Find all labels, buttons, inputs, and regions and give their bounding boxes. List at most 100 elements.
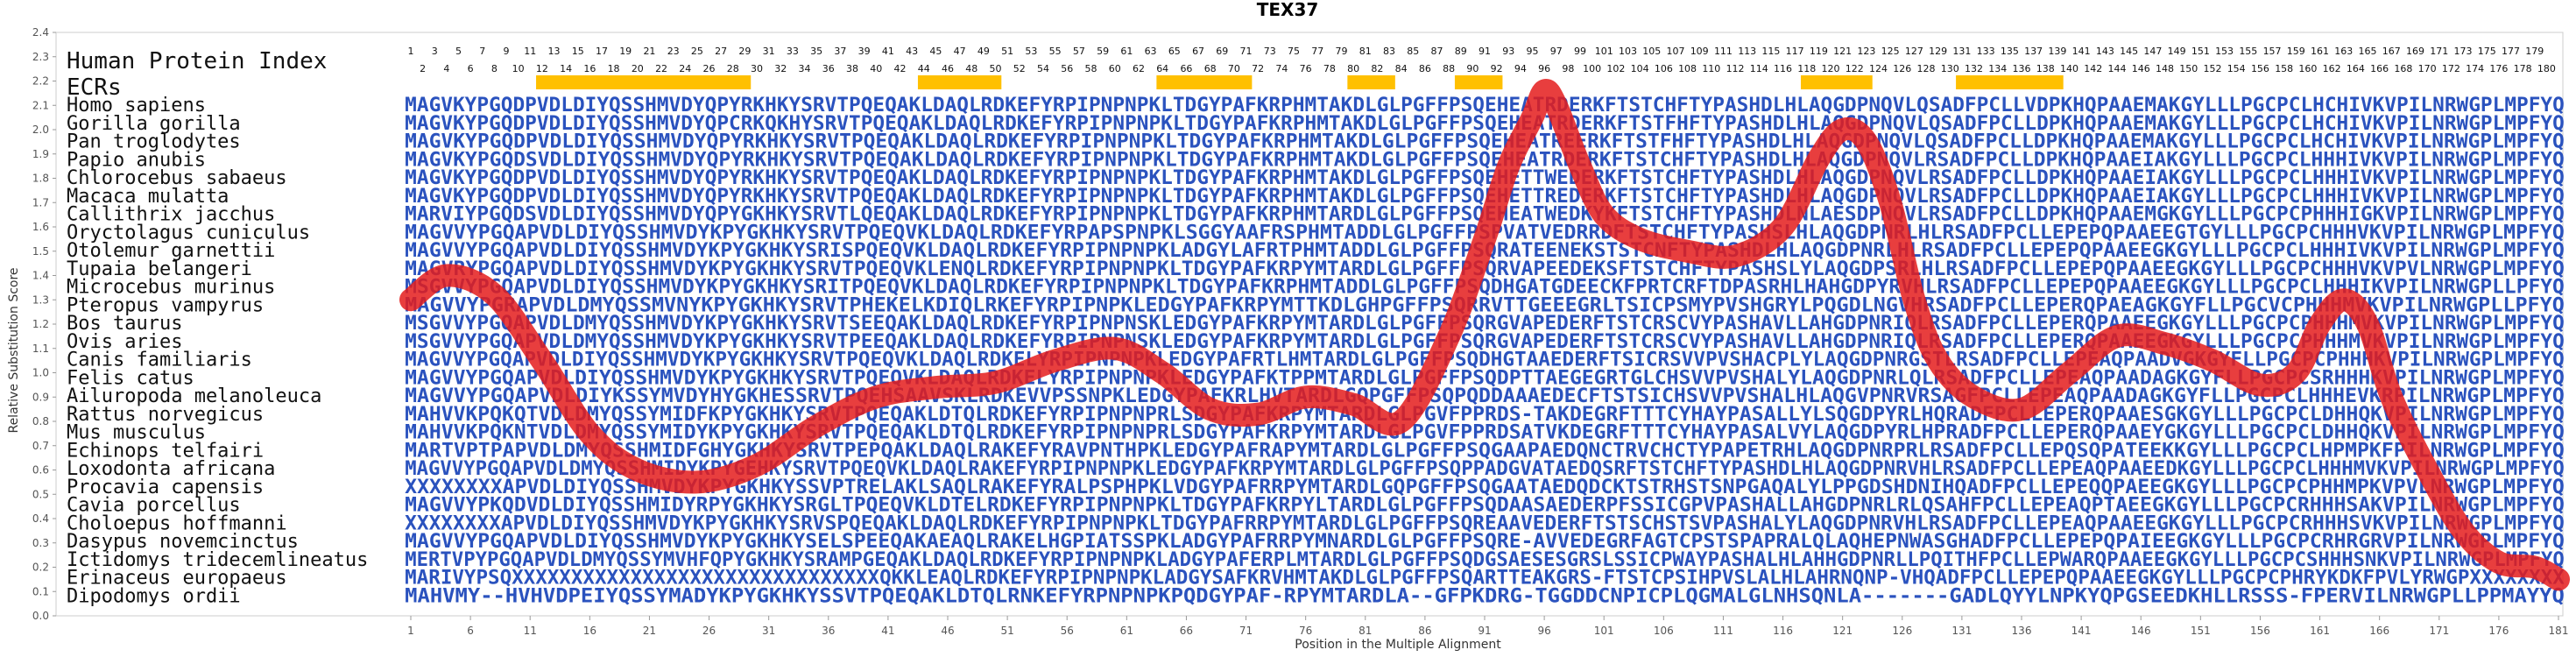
position-number: 27 — [715, 46, 727, 57]
species-label: Gorilla gorilla — [67, 113, 241, 135]
position-number: 62 — [1133, 63, 1145, 74]
position-number: 120 — [1822, 63, 1840, 74]
position-number: 122 — [1846, 63, 1864, 74]
position-number: 93 — [1502, 46, 1514, 57]
position-number: 148 — [2156, 63, 2174, 74]
position-number: 109 — [1690, 46, 1709, 57]
x-tick-label: 181 — [2549, 625, 2569, 637]
position-number: 1 — [408, 46, 414, 57]
position-number: 126 — [1893, 63, 1911, 74]
position-number: 110 — [1702, 63, 1720, 74]
position-number: 3 — [432, 46, 438, 57]
sequence-row: MERTVPYPGQAPVDLDMYQSSYMVHFQPYGKHKYSRAMPG… — [405, 549, 2565, 571]
position-number: 175 — [2478, 46, 2496, 57]
position-number: 21 — [643, 46, 655, 57]
ecr-bar — [1347, 75, 1395, 89]
position-number: 29 — [738, 46, 751, 57]
x-tick-label: 126 — [1892, 625, 1912, 637]
position-number: 63 — [1145, 46, 1157, 57]
position-number: 85 — [1407, 46, 1419, 57]
sequence-row: MAGVKYPGQDPVDLDIYQSSHMVDYQPYRKHKYSRVTPQE… — [405, 131, 2565, 153]
position-number: 91 — [1479, 46, 1491, 57]
x-tick-label: 41 — [881, 625, 894, 637]
position-number: 167 — [2382, 46, 2401, 57]
sequence-row: MAHVMY--HVHVDPEIYQSSYMADYKPYGKHKYSSVTPQE… — [405, 585, 2565, 607]
position-number: 18 — [608, 63, 620, 74]
position-number: 149 — [2168, 46, 2186, 57]
position-number: 133 — [1977, 46, 1995, 57]
position-number: 180 — [2537, 63, 2556, 74]
position-number: 30 — [751, 63, 763, 74]
x-tick-label: 16 — [583, 625, 596, 637]
position-number: 77 — [1311, 46, 1323, 57]
position-number: 128 — [1917, 63, 1936, 74]
position-number: 86 — [1419, 63, 1431, 74]
species-label: Rattus norvegicus — [67, 404, 264, 426]
position-number: 103 — [1619, 46, 1637, 57]
position-number: 165 — [2359, 46, 2377, 57]
x-tick-label: 96 — [1537, 625, 1550, 637]
position-number: 131 — [1952, 46, 1971, 57]
position-number: 52 — [1013, 63, 1026, 74]
position-number: 82 — [1371, 63, 1383, 74]
y-tick-label: 1.5 — [32, 245, 49, 258]
position-number: 80 — [1347, 63, 1359, 74]
x-tick-label: 141 — [2071, 625, 2092, 637]
position-number: 69 — [1216, 46, 1228, 57]
position-number: 33 — [787, 46, 799, 57]
y-tick-label: 1.2 — [32, 318, 49, 330]
x-tick-label: 81 — [1359, 625, 1372, 637]
position-number: 38 — [846, 63, 858, 74]
x-tick-label: 26 — [702, 625, 716, 637]
position-number: 76 — [1300, 63, 1312, 74]
sequence-row: MAGVVYPGQAPVDLDIYKSSYMVDYHYGKHESSRVTPQEH… — [405, 385, 2565, 407]
ecr-bar — [917, 75, 1002, 89]
position-number: 44 — [918, 63, 930, 74]
species-label: Choloepus hoffmanni — [67, 512, 287, 534]
position-number: 119 — [1810, 46, 1828, 57]
species-label: Otolemur garnettii — [67, 240, 275, 262]
position-number: 23 — [667, 46, 680, 57]
species-label: Procavia capensis — [67, 477, 264, 498]
x-tick-label: 136 — [2012, 625, 2032, 637]
position-number: 111 — [1714, 46, 1733, 57]
x-tick-label: 1 — [407, 625, 414, 637]
species-label: Erinaceus europaeus — [67, 568, 287, 590]
position-number: 32 — [774, 63, 787, 74]
position-number: 10 — [512, 63, 525, 74]
x-tick-label: 36 — [822, 625, 835, 637]
position-number: 84 — [1395, 63, 1408, 74]
x-tick-label: 31 — [762, 625, 775, 637]
position-number: 174 — [2466, 63, 2484, 74]
y-tick-label: 0.4 — [32, 512, 49, 525]
position-number: 13 — [547, 46, 560, 57]
x-tick-label: 131 — [1951, 625, 1972, 637]
position-number: 113 — [1738, 46, 1756, 57]
position-number: 176 — [2489, 63, 2508, 74]
ecr-bar — [1800, 75, 1873, 89]
position-number: 46 — [942, 63, 954, 74]
y-tick-label: 2.3 — [32, 51, 49, 63]
x-tick-label: 66 — [1180, 625, 1193, 637]
position-number: 72 — [1252, 63, 1264, 74]
position-number: 98 — [1562, 63, 1574, 74]
species-label: Homo sapiens — [67, 95, 206, 117]
sequence-row: MARIVYPSQXXXXXXXXXXXXXXXXXXXXXXXXXXXXXXX… — [405, 568, 2565, 590]
position-number: 31 — [763, 46, 775, 57]
x-tick-label: 146 — [2131, 625, 2151, 637]
position-number: 169 — [2406, 46, 2424, 57]
position-number: 96 — [1538, 63, 1550, 74]
position-number: 35 — [810, 46, 822, 57]
position-number: 107 — [1666, 46, 1684, 57]
position-number: 43 — [906, 46, 918, 57]
sequence-rows: MAGVKYPGQDPVDLDIYQSSHMVDYQPYRKHKYSRVTPQE… — [405, 95, 2565, 607]
position-number: 2 — [420, 63, 426, 74]
position-number: 53 — [1025, 46, 1037, 57]
y-tick-label: 2.1 — [32, 99, 49, 111]
position-number: 115 — [1761, 46, 1780, 57]
species-label: Cavia porcellus — [67, 495, 241, 517]
sequence-row: MAGVKYPGQDPVDLDIYQSSHMVDYQPCRKQKHYSRVTPQ… — [405, 113, 2565, 135]
position-number: 171 — [2430, 46, 2448, 57]
sequence-row: MAGVVYPGQAPVDLDIYQSSHMVDYKPYGKHKYSRVTPQE… — [405, 367, 2565, 389]
